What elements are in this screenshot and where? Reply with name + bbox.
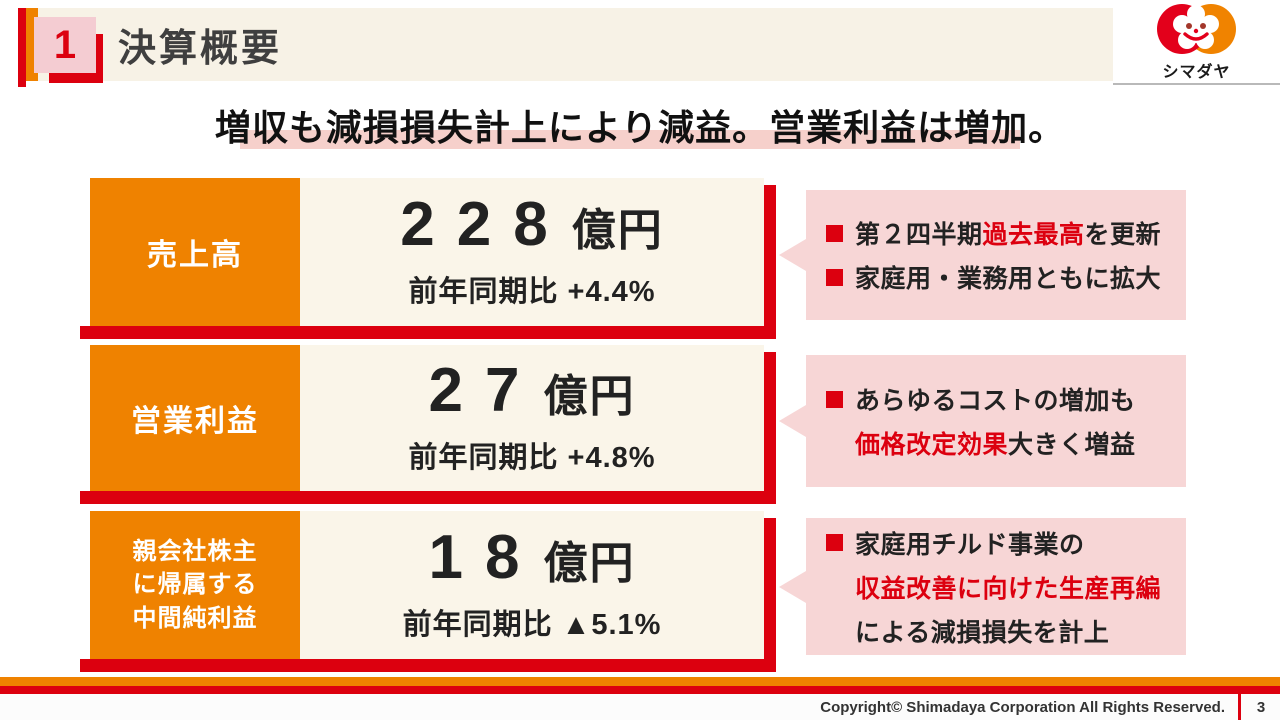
bullet-square-icon (826, 224, 843, 242)
footer-orange-bar (0, 677, 1280, 686)
callout-sales-notes: 第２四半期過去最高を更新 家庭用・業務用ともに拡大 (779, 190, 1186, 320)
metric-label: 営業利益 (90, 345, 300, 491)
metric-amount: 228 億円 (400, 194, 663, 256)
slide-subtitle: 増収も減損損失計上により減益。営業利益は増加。 (214, 107, 1066, 148)
logo-text: シマダヤ (1162, 63, 1231, 81)
metric-label: 売上高 (90, 178, 300, 326)
metric-value-panel: 228 億円 前年同期比 +4.4% (300, 178, 764, 326)
shimadaya-flower-icon (1156, 3, 1236, 54)
metric-amount-unit: 億円 (543, 539, 636, 588)
row-shadow-bottom (80, 326, 776, 339)
row-shadow-right (764, 518, 776, 672)
company-logo: シマダヤ (1113, 0, 1280, 85)
metric-amount-number: 228 (400, 190, 570, 259)
page-title: 決算概要 (118, 28, 283, 70)
metric-amount-unit: 億円 (543, 372, 636, 421)
footer: Copyright© Shimadaya Corporation All Rig… (0, 694, 1280, 720)
page-number: 3 (1256, 698, 1266, 716)
footer-divider (1238, 694, 1241, 720)
metric-amount-number: 27 (428, 356, 542, 425)
bullet-square-icon (826, 534, 843, 551)
note-text: 価格改定効果大きく増益 (855, 431, 1136, 459)
note-line: 収益改善に向けた生産再編 (826, 569, 1186, 605)
bullet-square-icon (826, 268, 843, 286)
header-band (38, 8, 1113, 81)
copyright-text: Copyright© Shimadaya Corporation All Rig… (820, 698, 1225, 716)
metric-amount-number: 18 (428, 523, 542, 592)
note-text: による減損損失を計上 (855, 618, 1110, 647)
metric-comparison: 前年同期比 +4.8% (408, 442, 656, 474)
metric-comparison: 前年同期比 ▲5.1% (402, 609, 662, 641)
note-line: による減損損失を計上 (826, 613, 1186, 649)
note-line: 第２四半期過去最高を更新 (826, 215, 1186, 251)
metric-value-panel: 27 億円 前年同期比 +4.8% (300, 345, 764, 491)
metric-amount-unit: 億円 (571, 206, 664, 255)
section-badge-shadow (49, 34, 103, 83)
note-text: 家庭用チルド事業の (855, 530, 1085, 559)
note-text: 第２四半期過去最高を更新 (855, 221, 1162, 249)
metric-row-operating-profit: 営業利益 27 億円 前年同期比 +4.8% (80, 345, 776, 504)
metric-row-sales: 売上高 228 億円 前年同期比 +4.4% (80, 178, 776, 339)
metric-row-net-profit: 親会社株主 に帰属する 中間純利益 18 億円 前年同期比 ▲5.1% (80, 511, 776, 672)
callout-pointer-icon (779, 570, 806, 603)
note-line: 家庭用チルド事業の (826, 525, 1186, 561)
bullet-square-icon (826, 390, 843, 408)
metric-comparison: 前年同期比 +4.4% (408, 276, 656, 308)
callout-pointer-icon (779, 405, 806, 437)
left-accent-red-bar (18, 8, 26, 87)
row-shadow-bottom (80, 491, 776, 504)
callout-net-profit-notes: 家庭用チルド事業の収益改善に向けた生産再編 による減損損失を計上 (779, 518, 1186, 655)
metric-amount: 27 億円 (429, 360, 636, 422)
row-shadow-right (764, 185, 776, 339)
metric-value-panel: 18 億円 前年同期比 ▲5.1% (300, 511, 764, 659)
subtitle-highlight-bar (240, 130, 1020, 149)
note-text: 家庭用・業務用ともに拡大 (855, 265, 1162, 293)
metric-amount: 18 億円 (429, 527, 636, 589)
footer-red-bar (0, 686, 1280, 694)
note-line: 家庭用・業務用ともに拡大 (826, 259, 1186, 295)
note-text: あらゆるコストの増加も (855, 387, 1136, 415)
note-line: あらゆるコストの増加も (826, 381, 1186, 417)
note-text: 収益改善に向けた生産再編 (855, 574, 1162, 603)
row-shadow-bottom (80, 659, 776, 672)
note-line: 価格改定効果大きく増益 (826, 425, 1186, 461)
callout-pointer-icon (779, 239, 806, 271)
callout-operating-profit-notes: あらゆるコストの増加も 価格改定効果大きく増益 (779, 355, 1186, 487)
section-number-badge: 1 (34, 17, 96, 73)
row-shadow-right (764, 352, 776, 504)
metric-label: 親会社株主 に帰属する 中間純利益 (90, 511, 300, 659)
